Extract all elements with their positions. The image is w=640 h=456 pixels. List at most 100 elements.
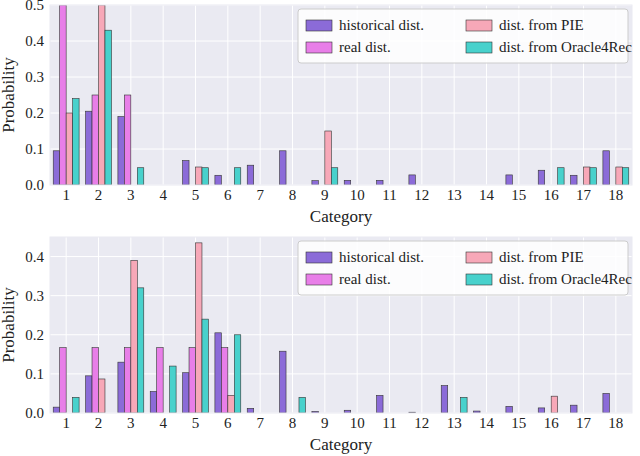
tick-label: 0.2 [25,327,44,343]
tick-label: 0.3 [25,69,44,85]
tick: 15 [511,185,526,203]
tick-label: 17 [576,415,592,431]
tick: 11 [382,185,396,203]
bar [622,168,628,185]
bar [215,175,221,185]
tick: 0.2 [25,105,50,121]
bar [409,175,415,185]
bar [124,348,130,413]
legend: historical dist. real dist. dist. from PIE… [298,9,632,63]
tick: 16 [544,185,560,203]
tick: 0.2 [25,327,50,343]
legend-label: dist. from PIE [499,249,584,265]
tick: 3 [127,413,135,431]
legend-swatch [306,274,332,285]
bar [189,348,195,413]
tick-label: 5 [192,415,200,431]
tick-label: 14 [479,187,495,203]
grid-line [292,5,293,185]
bar [377,180,383,185]
legend-entry: dist. from Oracle4Rec [466,39,632,55]
bar [124,95,130,185]
grid-line [195,5,196,185]
y-axis: 0.00.10.20.30.40.5 [25,0,50,193]
tick: 12 [414,185,429,203]
bar [344,180,350,185]
bar [53,407,59,413]
plot-frame [50,5,632,185]
y-axis: 0.00.10.20.30.4 [25,238,50,422]
tick-label: 0.0 [25,405,44,421]
tick-label: 4 [159,415,167,431]
legend-entry: real dist. [306,271,391,287]
bar [247,408,253,413]
bar [247,165,253,185]
tick: 9 [321,413,329,431]
tick: 1 [62,413,70,431]
tick-label: 0.2 [25,105,44,121]
bar [506,175,512,185]
tick: 1 [62,185,70,203]
tick: 0.3 [25,69,50,85]
legend-label: historical dist. [339,249,424,265]
bar [558,168,564,185]
bar [312,181,318,185]
bar [616,167,622,185]
grid-line [50,77,632,78]
bar [86,111,92,185]
tick-label: 3 [127,187,135,203]
bar [221,348,227,413]
tick: 4 [159,185,167,203]
tick: 18 [608,413,623,431]
bar [202,319,208,413]
bar [66,113,72,185]
plot-background [50,237,632,413]
legend-label: real dist. [339,39,391,55]
bar [538,408,544,413]
legend-entry: dist. from PIE [466,249,584,265]
grid-line [260,237,261,413]
tick: 0.1 [25,141,50,157]
tick: 5 [192,185,200,203]
tick: 10 [350,413,365,431]
tick-label: 7 [256,415,264,431]
tick-label: 5 [192,187,200,203]
bar [590,168,596,185]
tick: 0.3 [25,288,50,304]
bar [157,348,163,413]
tick: 17 [576,185,592,203]
tick-label: 1 [62,187,70,203]
tick-label: 0.4 [25,33,44,49]
grid-line [163,5,164,185]
tick: 15 [511,413,526,431]
bar [571,405,577,413]
bar [331,168,337,185]
tick-label: 2 [95,415,103,431]
bar [215,333,221,413]
tick-label: 13 [447,415,462,431]
legend-entry: real dist. [306,39,391,55]
tick-label: 0.0 [25,177,44,193]
bar [183,373,189,413]
legend-swatch [306,20,332,31]
y-axis-title: Probability [0,287,18,363]
legend-label: dist. from Oracle4Rec [499,271,632,287]
bar [137,288,143,413]
tick-label: 8 [289,187,297,203]
bar [118,362,124,413]
legend-label: dist. from PIE [499,17,584,33]
tick-label: 12 [414,415,429,431]
tick-label: 11 [382,187,396,203]
tick: 2 [95,185,103,203]
bar [99,5,105,185]
legend-swatch [306,252,332,263]
tick-label: 2 [95,187,103,203]
bar [150,391,156,413]
figure: 0.00.10.20.30.40.51234567891011121314151… [0,0,640,456]
tick-label: 0.3 [25,288,44,304]
legend-entry: dist. from Oracle4Rec [466,271,632,287]
bar [60,348,66,413]
tick: 7 [256,185,264,203]
bar [280,151,286,185]
legend-label: historical dist. [339,17,424,33]
